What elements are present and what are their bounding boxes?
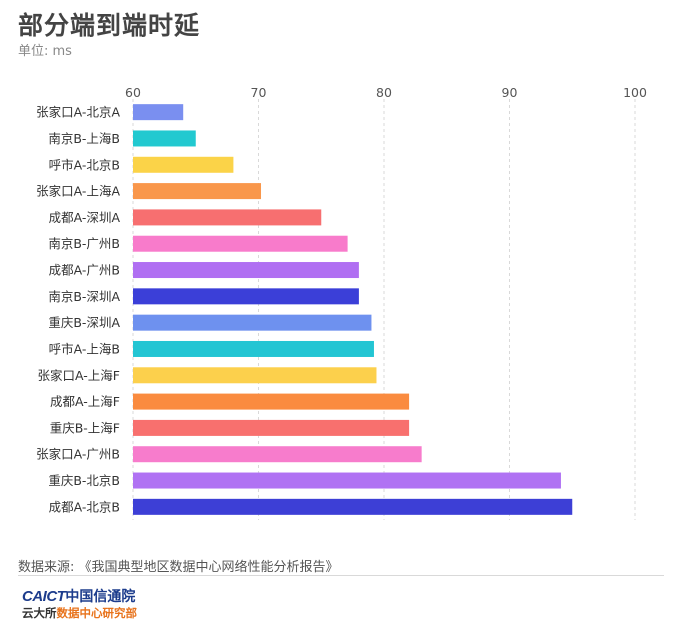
y-category-label: 张家口A-上海A [36,184,120,199]
bar [133,419,410,436]
bar [133,314,372,331]
y-category-label: 重庆B-北京B [48,473,120,488]
x-tick-label: 70 [251,85,267,100]
y-category-label: 重庆B-深圳A [48,315,120,330]
unit-label: 单位: ms [18,44,72,59]
x-tick-label: 100 [623,85,647,100]
bar [133,235,348,252]
bar [133,183,262,200]
logo-sub1-text: 云大所 [22,606,57,620]
bar [133,367,377,384]
bar [133,472,561,489]
y-category-label: 张家口A-广州B [36,447,120,462]
bar [133,393,410,410]
y-category-label: 南京B-上海B [48,131,120,146]
bar [133,209,322,226]
y-category-label: 南京B-广州B [48,236,120,251]
y-category-label: 张家口A-上海F [38,368,120,383]
caict-logo: CAICT中国信通院 云大所数据中心研究部 [22,588,137,621]
bar [133,156,234,173]
y-category-label: 成都A-广州B [49,263,120,278]
bar [133,104,184,121]
y-category-label: 重庆B-上海F [50,420,120,435]
bar [133,288,359,305]
footer-divider [18,575,664,576]
logo-sub2-text: 数据中心研究部 [56,606,138,620]
bar [133,130,196,147]
bar-chart: 60 70 80 90 100 张家口A-北京A 南京B-上海B 呼市A-北京B 张家口A-上海… [36,85,647,520]
y-category-label: 成都A-上海F [50,394,120,409]
y-category-label: 呼市A-上海B [49,341,120,356]
chart-title: 部分端到端时延 [18,11,201,40]
bar [133,262,359,279]
y-category-label: 南京B-深圳A [48,289,120,304]
y-category-label: 张家口A-北京A [36,105,120,120]
bar [133,446,422,463]
bar [133,498,573,515]
x-tick-label: 60 [125,85,141,100]
y-category-label: 成都A-深圳A [49,210,121,225]
x-tick-label: 90 [502,85,518,100]
y-category-label: 呼市A-北京B [49,157,120,172]
y-category-label: 成都A-北京B [49,499,120,514]
logo-en-text: CAICT [22,588,66,605]
bar [133,340,374,357]
data-source: 数据来源: 《我国典型地区数据中心网络性能分析报告》 [18,560,339,575]
x-tick-label: 80 [376,85,392,100]
logo-cn-text: 中国信通院 [65,589,136,605]
